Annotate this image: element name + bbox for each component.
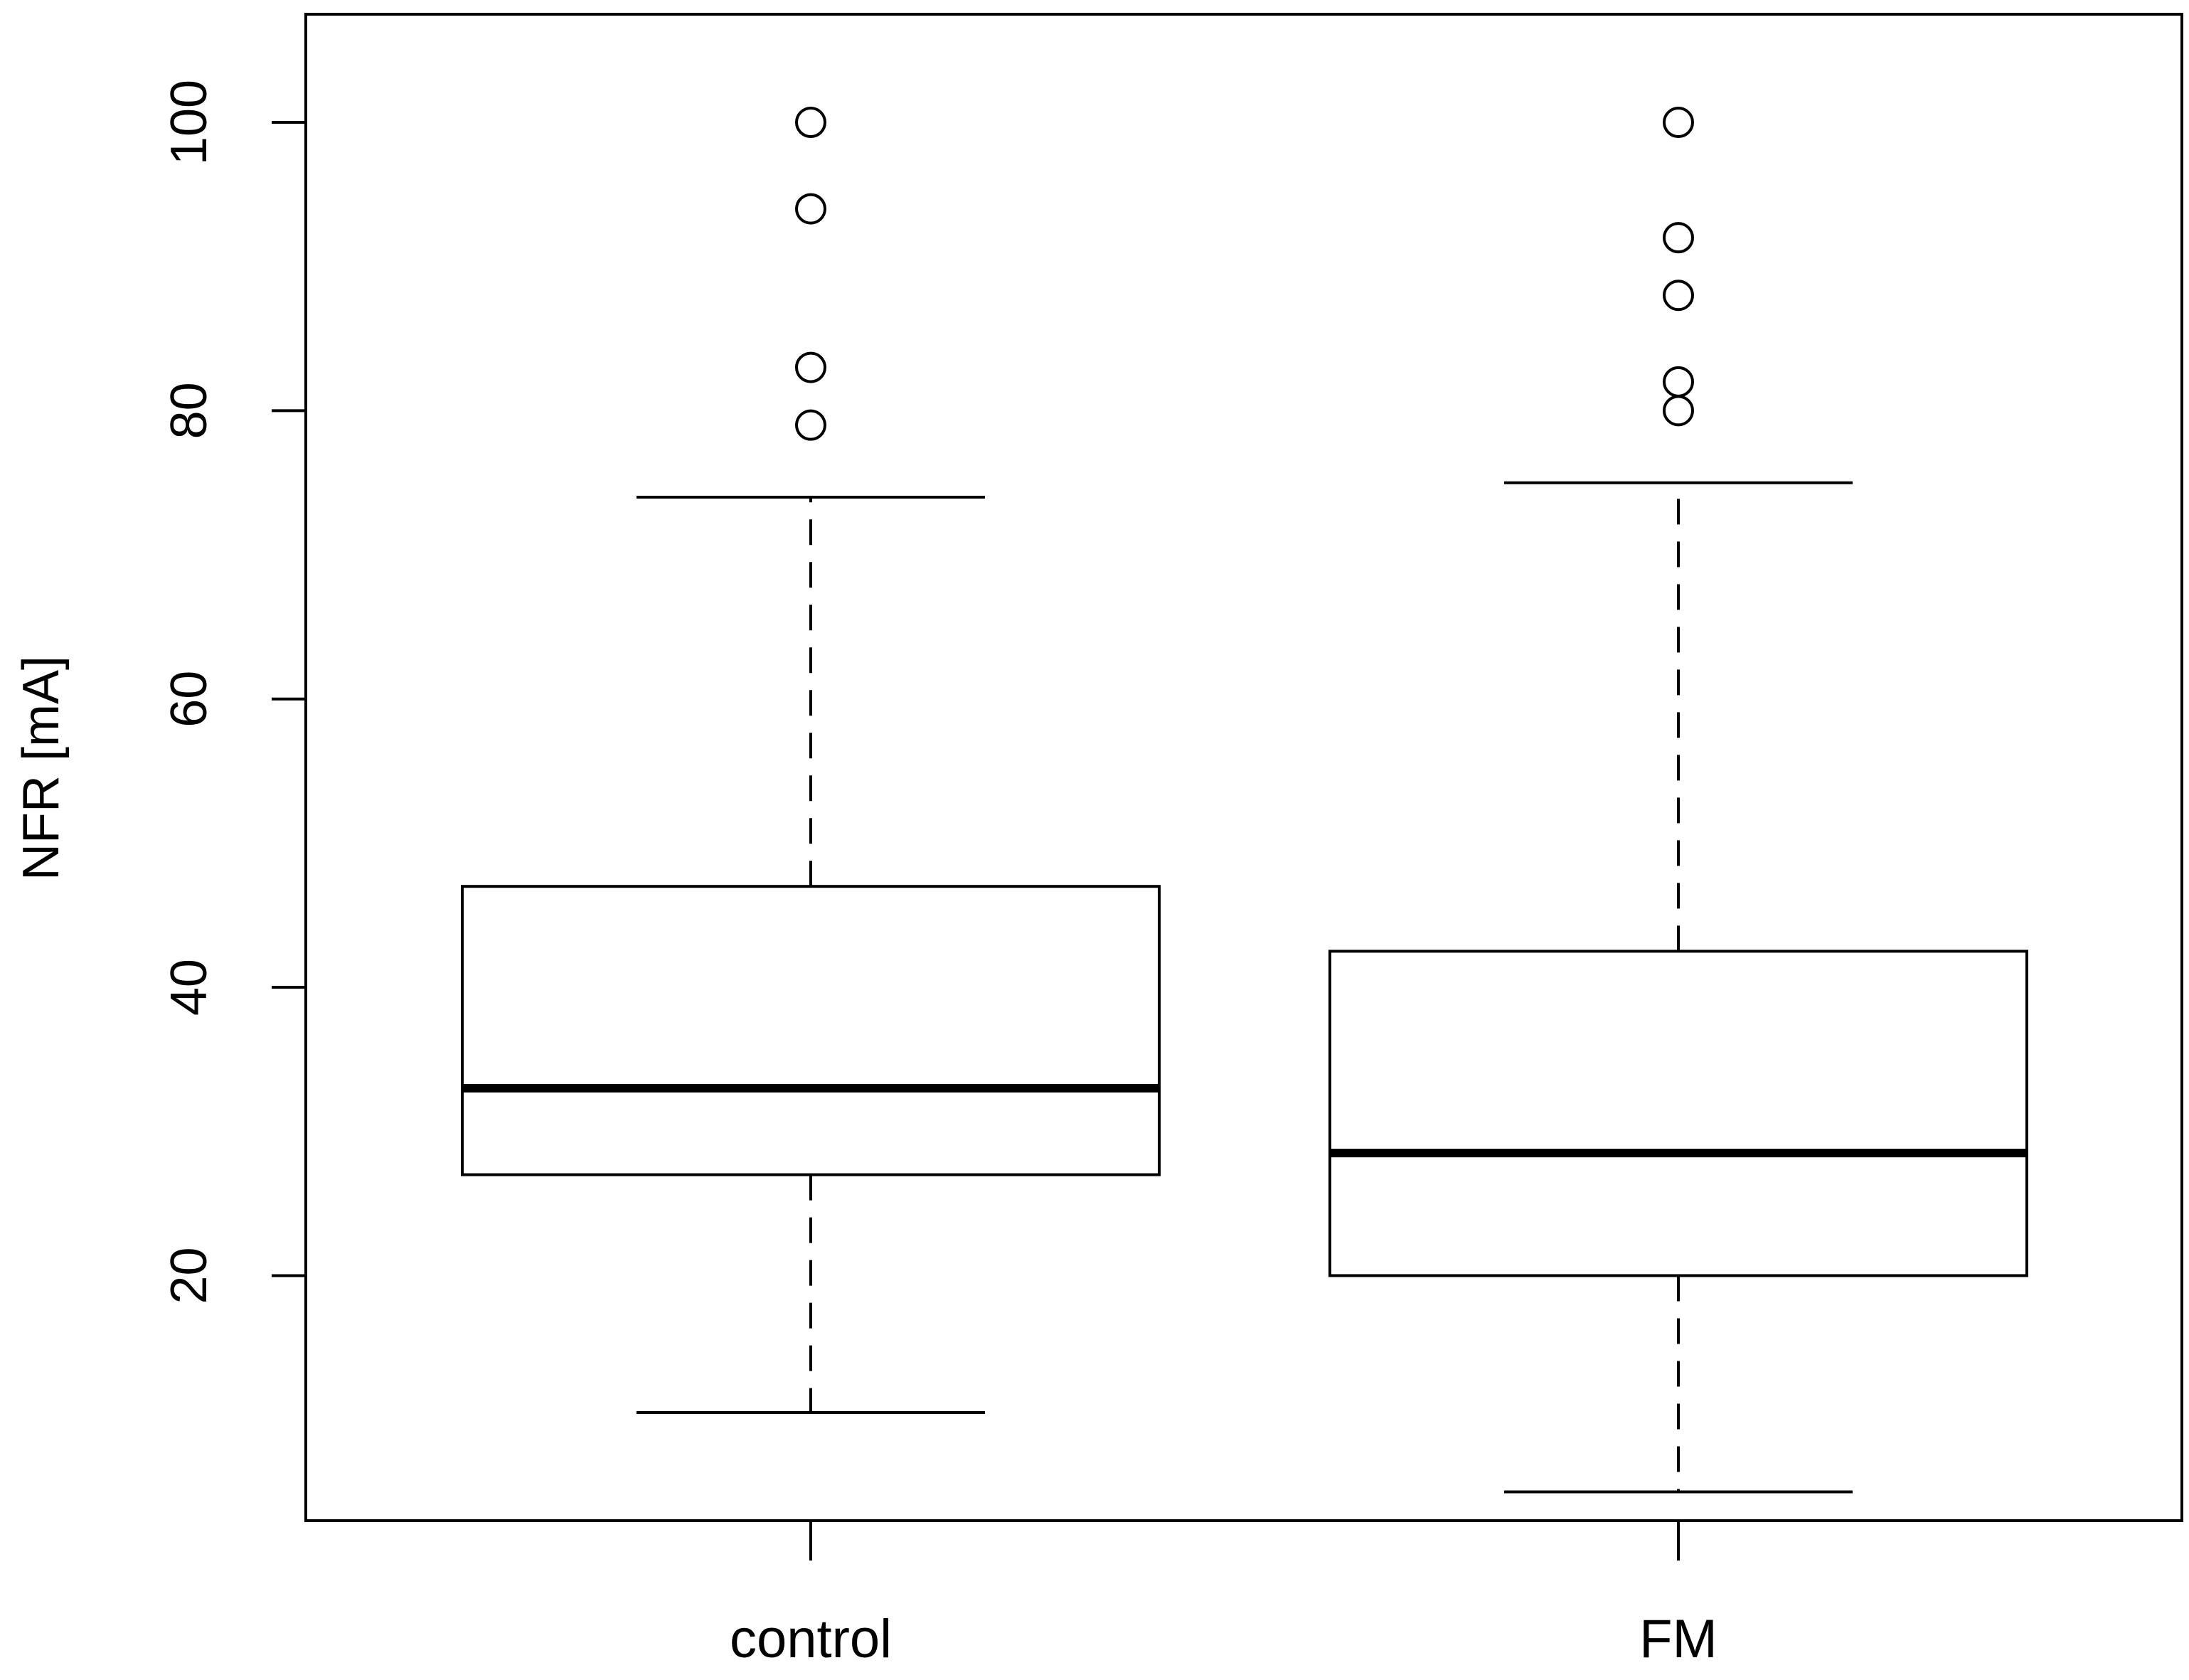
iqr-box (461, 885, 1161, 1176)
outlier-point (1663, 366, 1694, 398)
y-tick-label: 60 (161, 671, 218, 728)
y-tick-label: 100 (161, 80, 218, 165)
outlier-point (795, 107, 826, 139)
x-axis: control FM (730, 1521, 1717, 1669)
iqr-box (1328, 950, 2028, 1277)
y-axis: 20 40 60 80 100 (161, 80, 307, 1304)
box-group (1328, 107, 2028, 1494)
outlier-point (795, 409, 826, 441)
y-tick-label: 20 (161, 1247, 218, 1304)
outlier-point (795, 351, 826, 383)
y-tick-label: 40 (161, 959, 218, 1016)
x-tick-label: FM (1639, 1609, 1717, 1669)
y-axis-title: NFR [mA] (13, 656, 70, 881)
outlier-point (795, 193, 826, 225)
x-tick-label: control (730, 1609, 892, 1669)
plot-frame (304, 13, 2183, 1522)
y-tick-label: 80 (161, 382, 218, 439)
box-group (461, 107, 1161, 1414)
outlier-point (1663, 222, 1694, 254)
outlier-point (1663, 107, 1694, 139)
outlier-point (1663, 395, 1694, 427)
outlier-point (1663, 280, 1694, 312)
boxes-layer (461, 107, 2028, 1494)
